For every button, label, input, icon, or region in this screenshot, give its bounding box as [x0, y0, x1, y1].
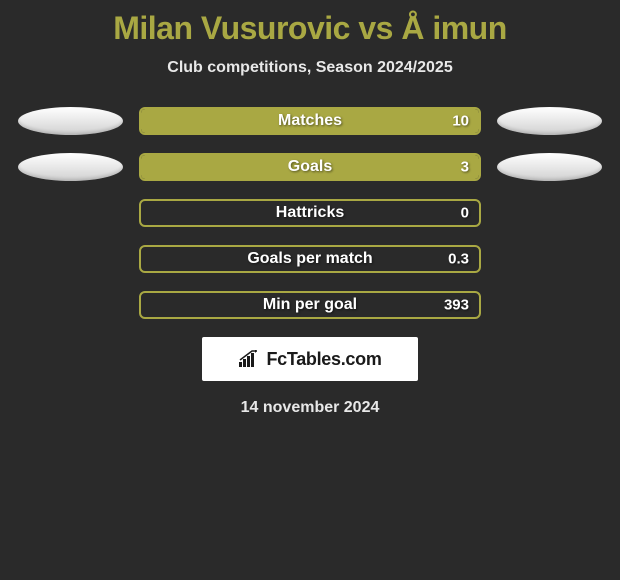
page-title: Milan Vusurovic vs Å imun [0, 10, 620, 47]
subtitle: Club competitions, Season 2024/2025 [0, 59, 620, 77]
stat-row: Goals 3 [10, 153, 610, 181]
bar-container: Goals per match 0.3 [139, 245, 481, 273]
stat-row: Goals per match 0.3 [10, 245, 610, 273]
bar-chart-icon [238, 350, 260, 368]
bar-label: Hattricks [276, 204, 344, 222]
bar-value: 3 [461, 159, 469, 176]
bar-value: 10 [452, 113, 469, 130]
bar-value: 393 [444, 297, 469, 314]
bar-label: Matches [278, 112, 342, 130]
logo-content: FcTables.com [238, 349, 381, 370]
bar-outer: Matches 10 [139, 107, 481, 135]
bar-container: Hattricks 0 [139, 199, 481, 227]
bar-container: Matches 10 [139, 107, 481, 135]
stat-row: Min per goal 393 [10, 291, 610, 319]
stats-area: Matches 10 Goals 3 Hattricks 0 Goals per match… [0, 107, 620, 319]
right-oval [497, 107, 602, 135]
bar-label: Min per goal [263, 296, 357, 314]
right-oval [497, 153, 602, 181]
logo-text: FcTables.com [266, 349, 381, 370]
stat-row: Hattricks 0 [10, 199, 610, 227]
left-oval [18, 153, 123, 181]
bar-container: Min per goal 393 [139, 291, 481, 319]
bar-outer: Min per goal 393 [139, 291, 481, 319]
bar-outer: Goals per match 0.3 [139, 245, 481, 273]
comparison-widget: Milan Vusurovic vs Å imun Club competiti… [0, 0, 620, 427]
bar-value: 0.3 [448, 251, 469, 268]
left-oval [18, 107, 123, 135]
stat-row: Matches 10 [10, 107, 610, 135]
bar-label: Goals per match [247, 250, 372, 268]
bar-container: Goals 3 [139, 153, 481, 181]
bar-outer: Hattricks 0 [139, 199, 481, 227]
date-text: 14 november 2024 [0, 399, 620, 417]
logo-box[interactable]: FcTables.com [202, 337, 418, 381]
bar-outer: Goals 3 [139, 153, 481, 181]
bar-value: 0 [461, 205, 469, 222]
bar-label: Goals [288, 158, 332, 176]
